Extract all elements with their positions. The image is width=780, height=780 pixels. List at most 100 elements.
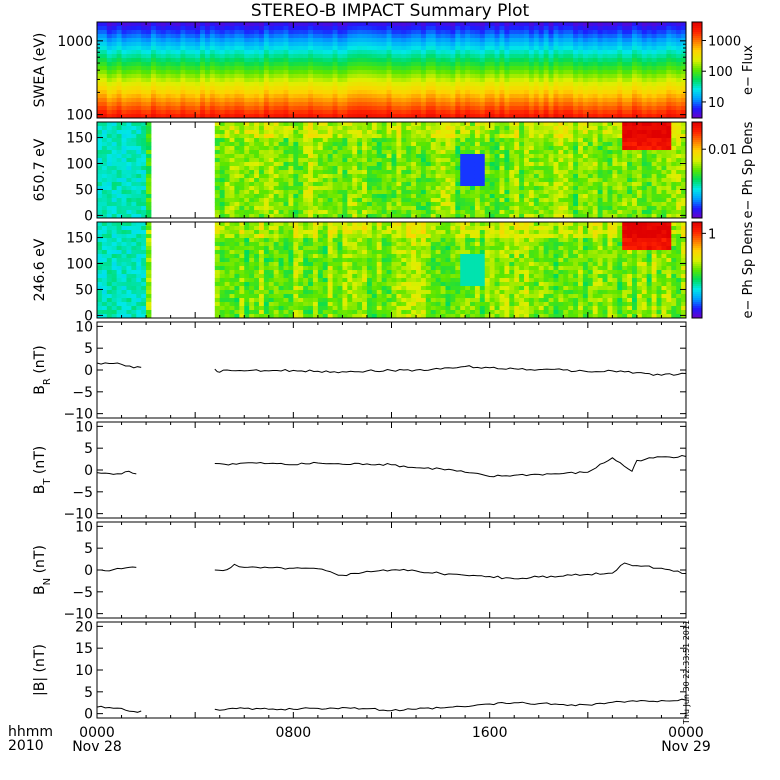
heatmap-cell	[411, 166, 417, 171]
heatmap-cell	[352, 126, 358, 131]
heatmap-cell	[268, 194, 275, 199]
heatmap-cell	[362, 194, 368, 199]
heatmap-cell	[283, 174, 289, 179]
heatmap-cell	[533, 86, 540, 91]
heatmap-cell	[106, 126, 113, 131]
heatmap-cell	[278, 198, 284, 203]
heatmap-cell	[538, 94, 545, 99]
heatmap-cell	[435, 94, 441, 99]
heatmap-cell	[406, 62, 412, 67]
heatmap-cell	[671, 66, 677, 71]
heatmap-cell	[666, 26, 672, 31]
heatmap-cell	[249, 162, 255, 167]
heatmap-cell	[430, 90, 437, 95]
heatmap-cell	[214, 174, 221, 179]
heatmap-cell	[509, 70, 515, 75]
heatmap-cell	[332, 122, 338, 127]
heatmap-cell	[317, 142, 324, 147]
heatmap-cell	[317, 186, 324, 191]
heatmap-cell	[244, 182, 250, 187]
heatmap-cell	[366, 38, 373, 43]
heatmap-cell	[519, 182, 525, 187]
heatmap-cell	[524, 190, 530, 195]
heatmap-cell	[312, 150, 319, 155]
heatmap-cell	[224, 114, 230, 119]
heatmap-cell	[484, 122, 491, 127]
heatmap-cell	[121, 90, 127, 95]
heatmap-cell	[308, 78, 314, 83]
heatmap-cell	[268, 42, 275, 47]
heatmap-cell	[528, 122, 535, 127]
heatmap-cell	[406, 22, 412, 27]
heatmap-cell	[258, 210, 265, 215]
heatmap-cell	[509, 42, 515, 47]
heatmap-cell	[180, 26, 186, 31]
heatmap-cell	[126, 162, 132, 167]
heatmap-cell	[131, 94, 137, 99]
heatmap-cell	[435, 110, 441, 115]
heatmap-cell	[435, 178, 441, 183]
heatmap-cell	[249, 110, 255, 115]
heatmap-cell	[185, 30, 191, 35]
heatmap-cell	[146, 94, 152, 99]
heatmap-cell	[494, 102, 500, 107]
colorbar-segment	[692, 64, 702, 67]
heatmap-cell	[97, 106, 103, 111]
heatmap-cell	[249, 130, 255, 135]
heatmap-cell	[538, 154, 545, 159]
heatmap-cell	[519, 146, 525, 151]
heatmap-cell	[617, 58, 623, 63]
heatmap-cell	[106, 46, 113, 51]
heatmap-cell	[342, 26, 348, 31]
heatmap-cell	[111, 130, 118, 135]
colorbar-segment	[692, 26, 702, 29]
heatmap-cell	[445, 106, 451, 111]
heatmap-cell	[371, 34, 378, 39]
heatmap-cell	[411, 202, 417, 207]
heatmap-cell	[121, 30, 127, 35]
heatmap-cell	[548, 142, 554, 147]
heatmap-cell	[214, 142, 221, 147]
heatmap-cell	[671, 34, 677, 39]
heatmap-cell	[322, 74, 329, 79]
heatmap-cell	[381, 138, 387, 143]
heatmap-cell	[106, 54, 113, 59]
heatmap-cell	[175, 22, 181, 27]
heatmap-cell	[278, 174, 284, 179]
heatmap-cell	[558, 182, 564, 187]
heatmap-cell	[254, 150, 260, 155]
heatmap-cell	[146, 38, 152, 43]
heatmap-cell	[558, 198, 564, 203]
heatmap-cell	[568, 58, 574, 63]
heatmap-cell	[160, 26, 167, 31]
heatmap-cell	[484, 154, 491, 159]
heatmap-cell	[244, 114, 250, 119]
heatmap-cell	[317, 30, 324, 35]
heatmap-cell	[430, 138, 437, 143]
heatmap-cell	[298, 130, 304, 135]
heatmap-cell	[425, 150, 432, 155]
heatmap-cell	[180, 114, 186, 119]
heatmap-cell	[204, 98, 211, 103]
heatmap-cell	[504, 82, 510, 87]
heatmap-cell	[258, 134, 265, 139]
heatmap-cell	[126, 122, 132, 127]
heatmap-cell	[146, 126, 152, 131]
heatmap-cell	[288, 134, 294, 139]
heatmap-cell	[239, 210, 245, 215]
heatmap-cell	[229, 122, 235, 127]
heatmap-cell	[357, 182, 363, 187]
heatmap-cell	[450, 62, 456, 67]
heatmap-cell	[396, 150, 402, 155]
heatmap-cell	[617, 66, 623, 71]
heatmap-cell	[288, 34, 294, 39]
heatmap-cell	[460, 134, 466, 139]
heatmap-cell	[116, 198, 122, 203]
heatmap-cell	[195, 42, 201, 47]
heatmap-cell	[563, 114, 569, 119]
heatmap-cell	[440, 34, 446, 39]
heatmap-cell	[249, 102, 255, 107]
heatmap-cell	[121, 74, 127, 79]
heatmap-cell	[97, 78, 103, 83]
heatmap-cell	[440, 82, 446, 87]
